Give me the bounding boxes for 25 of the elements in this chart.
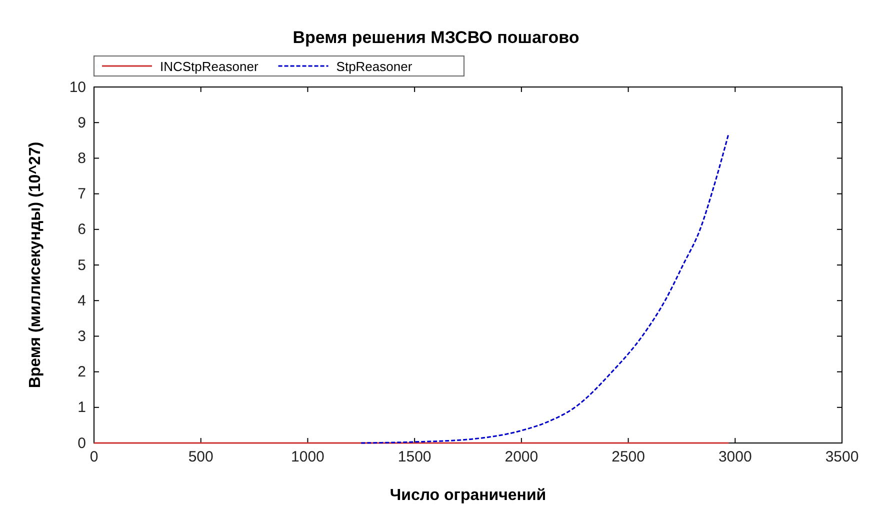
y-tick-label: 2 — [78, 364, 86, 381]
x-tick-label: 3500 — [825, 448, 859, 466]
chart-title: Время решения МЗСВО пошагово — [292, 28, 580, 47]
y-axis-title: Время (миллисекунды) (10^27) — [27, 142, 44, 388]
y-tick-label: 4 — [78, 292, 86, 310]
x-axis-title: Число ограничений — [390, 487, 546, 504]
y-tick-label: 1 — [78, 399, 86, 416]
legend-label: StpReasoner — [336, 59, 413, 74]
y-tick-label: 5 — [78, 256, 86, 274]
x-tick-label: 2000 — [504, 448, 538, 466]
y-tick-label: 9 — [78, 114, 86, 132]
y-tick-label: 8 — [78, 150, 86, 167]
y-tick-label: 0 — [78, 434, 86, 452]
y-tick-label: 3 — [78, 328, 86, 345]
y-tick-label: 7 — [78, 186, 86, 203]
line-series — [360, 132, 730, 444]
x-tick-label: 3000 — [718, 448, 752, 466]
x-tick-label: 0 — [90, 448, 98, 466]
x-tick-label: 1000 — [291, 448, 324, 466]
y-tick-label: 6 — [78, 221, 86, 238]
x-tick-label: 2500 — [612, 448, 645, 466]
x-tick-label: 500 — [188, 448, 214, 466]
y-tick-label: 10 — [69, 78, 86, 96]
x-tick-label: 1500 — [398, 448, 432, 466]
legend-label: INCStpReasoner — [160, 59, 259, 74]
